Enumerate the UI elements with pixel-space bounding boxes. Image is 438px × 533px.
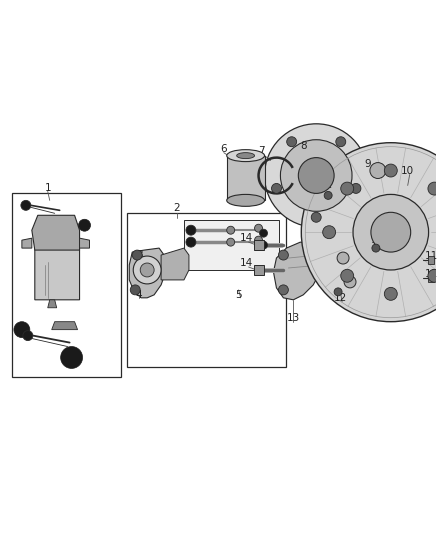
- Circle shape: [372, 244, 380, 252]
- Ellipse shape: [227, 150, 265, 161]
- Circle shape: [227, 226, 235, 234]
- Circle shape: [272, 183, 282, 193]
- Circle shape: [254, 236, 262, 244]
- Text: 8: 8: [300, 141, 307, 151]
- Circle shape: [344, 276, 356, 288]
- Bar: [254, 265, 264, 275]
- Polygon shape: [334, 160, 396, 285]
- Polygon shape: [161, 248, 189, 280]
- Circle shape: [334, 288, 342, 296]
- Bar: [227, 156, 265, 200]
- Polygon shape: [48, 300, 57, 308]
- Bar: [427, 256, 434, 264]
- Circle shape: [370, 163, 386, 179]
- Circle shape: [351, 183, 361, 193]
- Circle shape: [265, 124, 368, 227]
- Circle shape: [341, 269, 353, 282]
- Circle shape: [311, 212, 321, 222]
- Polygon shape: [273, 242, 323, 300]
- Circle shape: [260, 241, 268, 249]
- Circle shape: [384, 287, 397, 300]
- Polygon shape: [22, 238, 32, 248]
- Polygon shape: [32, 215, 80, 250]
- Circle shape: [384, 164, 397, 177]
- Text: 6: 6: [220, 144, 227, 154]
- Circle shape: [140, 263, 154, 277]
- Circle shape: [428, 269, 438, 282]
- Circle shape: [301, 143, 438, 322]
- Bar: [427, 274, 434, 282]
- Ellipse shape: [237, 152, 254, 159]
- Text: 10: 10: [401, 166, 414, 175]
- Circle shape: [428, 182, 438, 195]
- Circle shape: [130, 285, 140, 295]
- Circle shape: [279, 250, 288, 260]
- Text: 9: 9: [364, 159, 371, 168]
- Circle shape: [323, 226, 336, 239]
- Circle shape: [186, 237, 196, 247]
- Text: 11: 11: [425, 269, 438, 279]
- Circle shape: [78, 219, 91, 231]
- Text: 12: 12: [320, 181, 333, 190]
- Circle shape: [336, 137, 346, 147]
- Text: 12: 12: [333, 293, 347, 303]
- Circle shape: [280, 140, 352, 211]
- Circle shape: [227, 238, 235, 246]
- Text: 12: 12: [371, 235, 385, 245]
- Polygon shape: [35, 235, 80, 300]
- Text: 4: 4: [136, 290, 142, 300]
- Circle shape: [337, 252, 349, 264]
- Polygon shape: [52, 322, 78, 329]
- Circle shape: [23, 330, 33, 341]
- Bar: [12, 193, 121, 377]
- Text: 3: 3: [136, 250, 142, 260]
- Circle shape: [21, 200, 31, 211]
- Text: 1: 1: [44, 183, 51, 193]
- Bar: [127, 213, 286, 367]
- Text: 14: 14: [240, 258, 253, 268]
- Text: 7: 7: [258, 146, 265, 156]
- Circle shape: [60, 346, 82, 368]
- Ellipse shape: [227, 195, 265, 206]
- Circle shape: [133, 256, 161, 284]
- Text: 14: 14: [240, 233, 253, 243]
- Circle shape: [14, 322, 30, 337]
- Circle shape: [371, 212, 411, 252]
- Text: 2: 2: [174, 203, 180, 213]
- Text: 13: 13: [287, 313, 300, 322]
- Text: 11: 11: [425, 251, 438, 261]
- Circle shape: [341, 182, 353, 195]
- Polygon shape: [129, 248, 167, 298]
- Circle shape: [279, 285, 288, 295]
- Circle shape: [254, 224, 262, 232]
- Circle shape: [298, 158, 334, 193]
- Polygon shape: [80, 238, 89, 248]
- Circle shape: [324, 191, 332, 199]
- Circle shape: [287, 137, 297, 147]
- Text: 5: 5: [235, 290, 242, 300]
- Circle shape: [186, 225, 196, 235]
- Bar: [254, 240, 264, 250]
- Bar: [184, 220, 279, 270]
- Circle shape: [260, 229, 268, 237]
- Circle shape: [353, 195, 429, 270]
- Circle shape: [132, 250, 142, 260]
